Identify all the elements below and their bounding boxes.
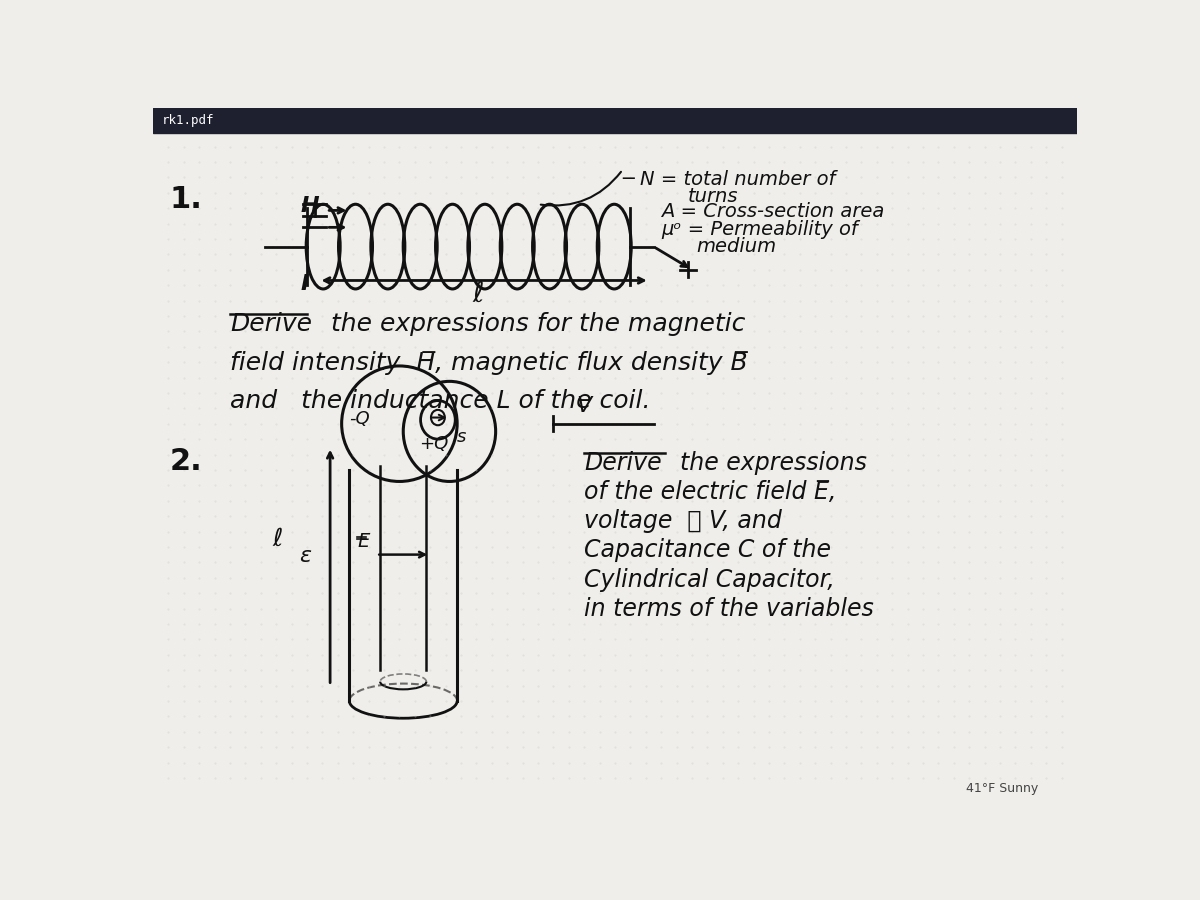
Text: turns: turns [688, 187, 739, 206]
Text: Derive: Derive [230, 312, 312, 336]
Text: 2.: 2. [170, 446, 203, 476]
Text: ℓ: ℓ [473, 280, 484, 308]
Text: medium: medium [696, 237, 776, 256]
Text: 1.: 1. [170, 185, 203, 214]
Text: Derive: Derive [584, 451, 662, 474]
Text: s: s [457, 428, 467, 446]
Text: in terms of the variables: in terms of the variables [584, 597, 874, 621]
Text: voltage  Ⓞ V, and: voltage Ⓞ V, and [584, 509, 782, 533]
Text: field intensity  H̅, magnetic flux density B̅: field intensity H̅, magnetic flux densit… [230, 351, 748, 374]
Text: the expressions for the magnetic: the expressions for the magnetic [307, 312, 745, 336]
Text: +Q: +Q [419, 436, 448, 454]
Text: I: I [301, 274, 310, 293]
Text: ε: ε [299, 546, 311, 566]
Text: and   the inductance L of the coil.: and the inductance L of the coil. [230, 389, 650, 413]
Text: E: E [358, 532, 370, 551]
Text: ℓ: ℓ [272, 527, 283, 551]
Text: -Q: -Q [349, 410, 370, 427]
Text: Capacitance C of the: Capacitance C of the [584, 538, 832, 562]
Text: μᵒ = Permeability of: μᵒ = Permeability of [661, 220, 858, 238]
Text: A = Cross-section area: A = Cross-section area [661, 202, 884, 220]
Text: ─ N = total number of: ─ N = total number of [623, 169, 836, 189]
Text: Cylindrical Capacitor,: Cylindrical Capacitor, [584, 568, 835, 591]
Text: H: H [301, 196, 319, 216]
Text: of the electric field E̅,: of the electric field E̅, [584, 480, 836, 504]
Text: V: V [576, 396, 592, 416]
Text: 41°F Sunny: 41°F Sunny [966, 782, 1038, 795]
Bar [154, 108, 1078, 132]
Text: rk1.pdf: rk1.pdf [162, 113, 215, 127]
Text: the expressions: the expressions [665, 451, 866, 474]
